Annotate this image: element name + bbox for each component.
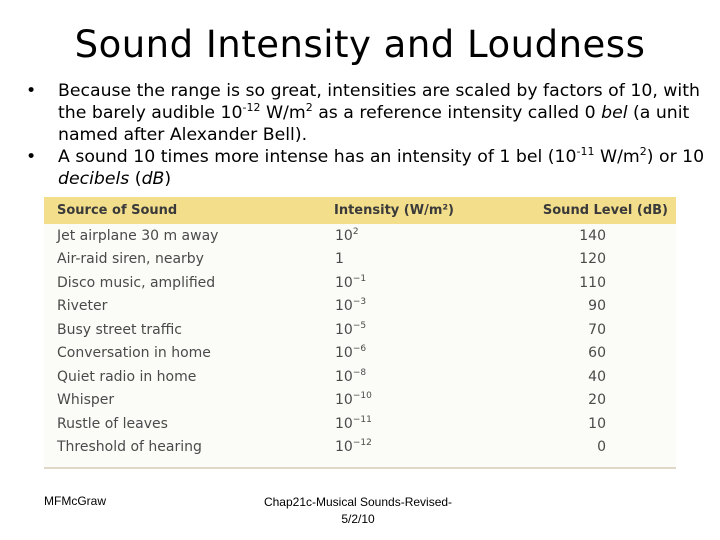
cell-sound-level: 60 <box>588 345 606 362</box>
intensity-base: 10 <box>335 274 353 291</box>
bullet2-term-db: dB <box>141 169 165 189</box>
intensity-base: 10 <box>335 415 353 432</box>
cell-source: Conversation in home <box>57 345 211 362</box>
table-row: Air-raid siren, nearby 1 120 <box>44 248 676 272</box>
cell-sound-level: 140 <box>579 227 606 244</box>
bullet1-text-d: (a unit named after Alexander Bell). <box>58 103 690 145</box>
cell-intensity: 10−12 <box>287 436 505 460</box>
intensity-exponent: −3 <box>352 297 367 308</box>
bullet2-text-a: A sound 10 times more intense has an int… <box>58 147 577 167</box>
cell-sound-level: 90 <box>588 298 606 315</box>
cell-intensity: 10−6 <box>287 342 505 366</box>
intensity-base: 1 <box>335 251 344 268</box>
bullet2-exponent-a: -11 <box>576 145 595 158</box>
intensity-base: 10 <box>335 298 353 315</box>
intensity-base: 10 <box>335 345 353 362</box>
bullet-list: • Because the range is so great, intensi… <box>26 80 706 190</box>
intensity-exponent: −12 <box>352 438 372 449</box>
intensity-base: 10 <box>335 392 353 409</box>
cell-intensity: 10−5 <box>287 318 505 342</box>
bullet1-text-b: W/m <box>260 103 306 123</box>
cell-source: Whisper <box>57 392 115 409</box>
table-row: Jet airplane 30 m away 102 140 <box>44 224 676 248</box>
bullet1-exponent-b: 2 <box>305 101 313 114</box>
cell-sound-level: 120 <box>579 251 606 268</box>
cell-source: Threshold of hearing <box>57 439 202 456</box>
intensity-base: 10 <box>335 321 353 338</box>
cell-source: Busy street traffic <box>57 321 182 338</box>
intensity-exponent: −10 <box>352 391 372 402</box>
bullet2-term-decibels: decibels <box>58 169 130 189</box>
intensity-exponent: −6 <box>352 344 367 355</box>
bullet-dot: • <box>26 81 37 101</box>
cell-sound-level: 110 <box>579 274 606 291</box>
cell-sound-level: 0 <box>597 439 606 456</box>
bullet1-exponent-a: -12 <box>242 101 261 114</box>
intensity-base: 10 <box>335 227 353 244</box>
cell-source: Disco music, amplified <box>57 274 216 291</box>
table-row: Riveter 10−3 90 <box>44 295 676 319</box>
table-header-row: Source of Sound Intensity (W/m²) Sound L… <box>44 197 676 224</box>
cell-intensity: 10−11 <box>287 412 505 436</box>
cell-source: Riveter <box>57 298 108 315</box>
header-sound-level: Sound Level (dB) <box>505 197 676 224</box>
sound-level-table-container: Source of Sound Intensity (W/m²) Sound L… <box>44 197 676 469</box>
footer-file-line-1: Chap21c-Musical Sounds-Revised- <box>263 495 453 509</box>
intensity-exponent: −5 <box>352 320 367 331</box>
intensity-exponent: 2 <box>352 226 359 237</box>
cell-source: Jet airplane 30 m away <box>57 227 219 244</box>
cell-intensity: 10−10 <box>287 389 505 413</box>
cell-intensity: 10−8 <box>287 365 505 389</box>
cell-intensity: 1 <box>287 248 505 272</box>
intensity-exponent: −8 <box>352 367 367 378</box>
sound-level-table: Source of Sound Intensity (W/m²) Sound L… <box>44 197 676 459</box>
bullet2-text-e: ) <box>164 169 172 189</box>
cell-intensity: 10−3 <box>287 295 505 319</box>
table-body: Jet airplane 30 m away 102 140 Air-raid sir… <box>44 224 676 459</box>
bullet1-text-a: Because the range is so great, intensiti… <box>58 81 700 123</box>
cell-source: Quiet radio in home <box>57 368 197 385</box>
table-row: Disco music, amplified 10−1 110 <box>44 271 676 295</box>
bullet2-text-c: ) or 10 <box>646 147 705 167</box>
intensity-exponent: −1 <box>352 273 367 284</box>
table-row: Rustle of leaves 10−11 10 <box>44 412 676 436</box>
bullet-dot: • <box>26 147 37 167</box>
header-source: Source of Sound <box>44 197 287 224</box>
cell-sound-level: 70 <box>588 321 606 338</box>
bullet2-exponent-b: 2 <box>639 145 647 158</box>
cell-source: Rustle of leaves <box>57 415 168 432</box>
cell-sound-level: 40 <box>588 368 606 385</box>
intensity-base: 10 <box>335 439 353 456</box>
footer-file-info: Chap21c-Musical Sounds-Revised- 5/2/10 <box>258 494 458 528</box>
cell-sound-level: 10 <box>588 415 606 432</box>
bullet1-term-bel: bel <box>601 103 628 123</box>
table-row: Quiet radio in home 10−8 40 <box>44 365 676 389</box>
bullet1-text-c: as a reference intensity called 0 <box>312 103 602 123</box>
intensity-base: 10 <box>335 368 353 385</box>
cell-source: Air-raid siren, nearby <box>57 251 204 268</box>
slide-title: Sound Intensity and Loudness <box>74 23 646 66</box>
footer-author: MFMcGraw <box>44 494 106 508</box>
table-row: Threshold of hearing 10−12 0 <box>44 436 676 460</box>
cell-intensity: 102 <box>287 224 505 248</box>
bullet2-text-d: ( <box>129 169 142 189</box>
bullet-item-1: • Because the range is so great, intensi… <box>26 80 706 146</box>
intensity-exponent: −11 <box>352 414 372 425</box>
table-row: Busy street traffic 10−5 70 <box>44 318 676 342</box>
bullet2-text-b: W/m <box>594 147 640 167</box>
table-row: Conversation in home 10−6 60 <box>44 342 676 366</box>
cell-sound-level: 20 <box>588 392 606 409</box>
header-intensity: Intensity (W/m²) <box>287 197 505 224</box>
bullet-item-2: • A sound 10 times more intense has an i… <box>26 146 706 190</box>
footer-file-line-2: 5/2/10 <box>341 512 375 526</box>
cell-intensity: 10−1 <box>287 271 505 295</box>
table-row: Whisper 10−10 20 <box>44 389 676 413</box>
